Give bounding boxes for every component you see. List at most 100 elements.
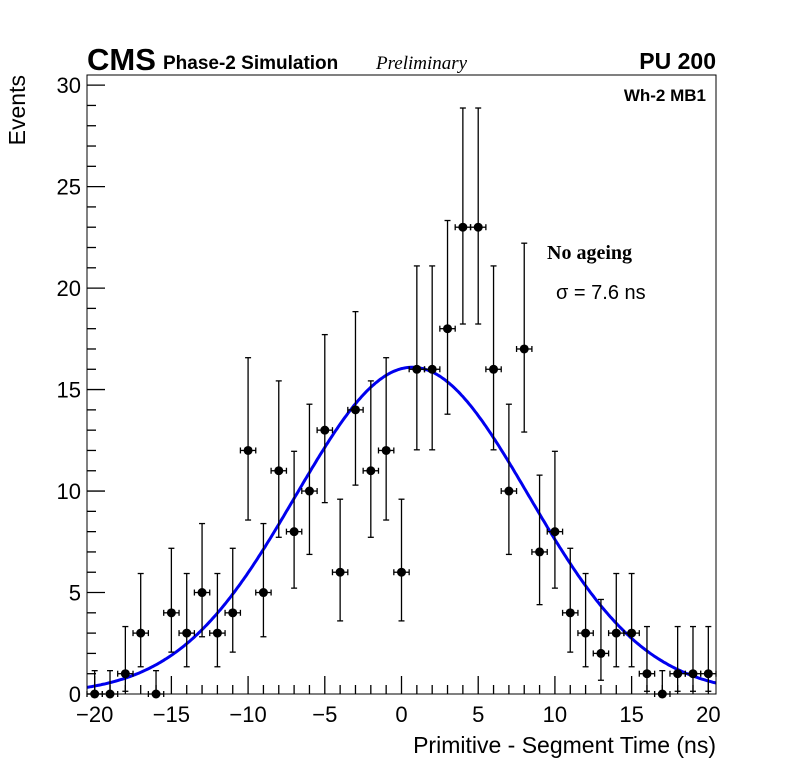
- data-point-group: [224, 547, 242, 653]
- data-point-group: [408, 265, 426, 451]
- data-point: [335, 567, 345, 577]
- data-point: [397, 567, 406, 577]
- data-point: [350, 405, 360, 415]
- x-tick-label: 5: [472, 702, 484, 727]
- data-point: [120, 669, 130, 679]
- data-point-group: [178, 572, 196, 668]
- data-point: [565, 608, 575, 618]
- data-point: [304, 486, 314, 496]
- data-point-group: [117, 625, 134, 692]
- data-point-group: [209, 572, 226, 668]
- data-point-group: [393, 498, 410, 622]
- data-point-group: [546, 450, 564, 589]
- plot-frame: [86, 74, 717, 695]
- x-tick-label: −15: [153, 702, 190, 727]
- data-point-group: [515, 242, 533, 433]
- data-point: [489, 364, 499, 374]
- y-tick-label: 5: [69, 581, 81, 606]
- data-point-group: [347, 310, 364, 486]
- data-point: [228, 608, 238, 618]
- data-point: [443, 324, 453, 334]
- data-point-group: [239, 357, 257, 521]
- x-tick-label: 20: [696, 702, 720, 727]
- y-axis-label: Events: [4, 75, 30, 145]
- data-point: [197, 588, 207, 598]
- sigma-annotation: σ = 7.6 ns: [556, 282, 646, 304]
- fit-curve: [86, 365, 717, 689]
- data-point: [550, 527, 560, 537]
- data-point-group: [362, 380, 380, 538]
- pileup-label: PU 200: [639, 48, 716, 74]
- data-point-group: [607, 572, 625, 668]
- data-point-group: [454, 107, 472, 325]
- data-point: [519, 344, 529, 354]
- data-point: [243, 445, 253, 455]
- data-point: [703, 669, 713, 679]
- data-point-group: [163, 547, 180, 653]
- data-point: [320, 425, 330, 435]
- data-point: [596, 648, 606, 658]
- data-point-group: [377, 357, 395, 521]
- x-tick-label: 15: [619, 702, 643, 727]
- ageing-annotation: No ageing: [547, 242, 632, 264]
- data-point-group: [623, 572, 640, 668]
- data-point: [166, 608, 176, 618]
- data-point: [427, 364, 437, 374]
- data-point-group: [700, 625, 717, 692]
- data-point: [289, 527, 299, 537]
- data-point: [673, 669, 683, 679]
- data-point: [182, 628, 192, 638]
- y-tick-label: 25: [57, 175, 81, 200]
- data-point: [366, 466, 376, 476]
- x-tick-label: 0: [395, 702, 407, 727]
- data-point-group: [193, 522, 211, 638]
- y-tick-label: 30: [57, 73, 81, 98]
- data-point: [642, 669, 652, 679]
- data-point: [412, 364, 422, 374]
- data-point: [473, 222, 483, 232]
- y-tick-label: 15: [57, 378, 81, 403]
- region-label: Wh-2 MB1: [624, 86, 706, 105]
- data-point-group: [316, 333, 334, 504]
- data-point: [458, 222, 468, 232]
- data-point-group: [577, 572, 594, 668]
- data-point: [381, 445, 391, 455]
- data-point-group: [301, 403, 318, 556]
- y-tick-label: 10: [57, 479, 81, 504]
- data-point-group: [684, 625, 702, 692]
- data-point-group: [592, 598, 610, 681]
- x-tick-label: −10: [229, 702, 266, 727]
- x-axis-label: Primitive - Segment Time (ns): [413, 732, 716, 758]
- data-point-group: [132, 572, 150, 668]
- y-tick-label: 0: [69, 682, 81, 707]
- data-point-group: [270, 380, 288, 538]
- data-point-group: [669, 625, 686, 692]
- x-tick-label: −20: [76, 702, 113, 727]
- data-point: [258, 588, 268, 598]
- data-point: [581, 628, 591, 638]
- data-point-group: [331, 498, 349, 622]
- data-point-group: [531, 474, 548, 606]
- x-tick-label: 10: [543, 702, 567, 727]
- data-point-group: [255, 522, 272, 638]
- data-point-group: [439, 219, 456, 415]
- x-tick-label: −5: [312, 702, 337, 727]
- data-point: [535, 547, 545, 557]
- data-point: [212, 628, 222, 638]
- data-point-group: [469, 107, 487, 325]
- data-point: [611, 628, 621, 638]
- data-point-group: [485, 265, 502, 451]
- data-point: [274, 466, 284, 476]
- y-tick-label: 20: [57, 276, 81, 301]
- data-point-group: [561, 547, 579, 653]
- data-point: [688, 669, 698, 679]
- subtitle-label: Phase-2 Simulation: [163, 53, 338, 74]
- cms-label: CMS: [87, 42, 156, 77]
- preliminary-label: Preliminary: [375, 53, 468, 74]
- data-point-group: [500, 403, 518, 556]
- data-point-group: [638, 625, 656, 692]
- data-point: [504, 486, 514, 496]
- data-point-group: [285, 450, 303, 589]
- data-point: [627, 628, 637, 638]
